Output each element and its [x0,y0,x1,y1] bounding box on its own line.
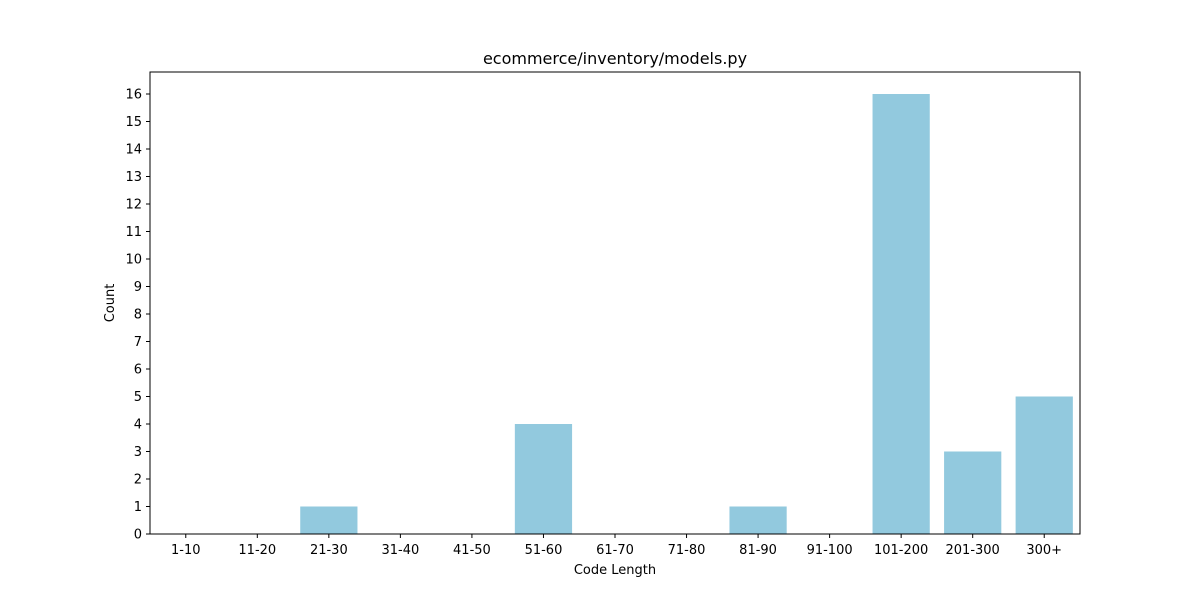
y-tick-label: 6 [134,363,142,378]
x-tick-label: 61-70 [596,543,634,558]
y-tick-label: 9 [134,280,142,295]
x-tick-label: 101-200 [874,543,928,558]
plot-area-frame [149,71,1081,535]
y-tick-label: 16 [125,88,142,103]
x-tick-label: 201-300 [946,543,1000,558]
bar-101-200 [872,94,930,534]
x-axis-label: Code Length [574,563,656,578]
bar-81-90 [729,506,787,534]
y-tick-label: 5 [134,390,142,405]
x-tick-label: 1-10 [171,543,201,558]
y-tick-label: 0 [134,528,142,543]
x-tick-label: 91-100 [807,543,853,558]
bars-group [300,94,1073,534]
x-tick-label: 81-90 [739,543,777,558]
y-tick-label: 2 [134,473,142,488]
x-tick-label: 300+ [1026,543,1062,558]
y-tick-label: 8 [134,308,142,323]
y-tick-label: 11 [125,225,142,240]
y-tick-label: 12 [125,198,142,213]
x-tick-label: 71-80 [668,543,706,558]
y-tick-label: 1 [134,500,142,515]
x-tick-label: 31-40 [381,543,419,558]
x-axis-ticks: 1-10 11-20 21-30 31-40 41-50 51-60 61-70 71-80 8… [171,534,1062,558]
x-tick-label: 11-20 [238,543,276,558]
bar-21-30 [300,506,358,534]
y-tick-label: 15 [125,115,142,130]
bar-201-300 [944,451,1002,534]
chart-title: ecommerce/inventory/models.py [483,49,747,68]
y-tick-label: 14 [125,143,142,158]
bar-300+ [1015,396,1073,534]
y-tick-label: 3 [134,445,142,460]
y-tick-label: 7 [134,335,142,350]
y-tick-label: 4 [134,418,142,433]
bar-51-60 [514,424,573,534]
x-tick-label: 41-50 [453,543,491,558]
y-tick-label: 10 [125,253,142,268]
x-tick-label: 21-30 [310,543,348,558]
x-tick-label: 51-60 [525,543,563,558]
y-tick-label: 13 [125,170,142,185]
y-axis-label: Count [103,284,118,323]
